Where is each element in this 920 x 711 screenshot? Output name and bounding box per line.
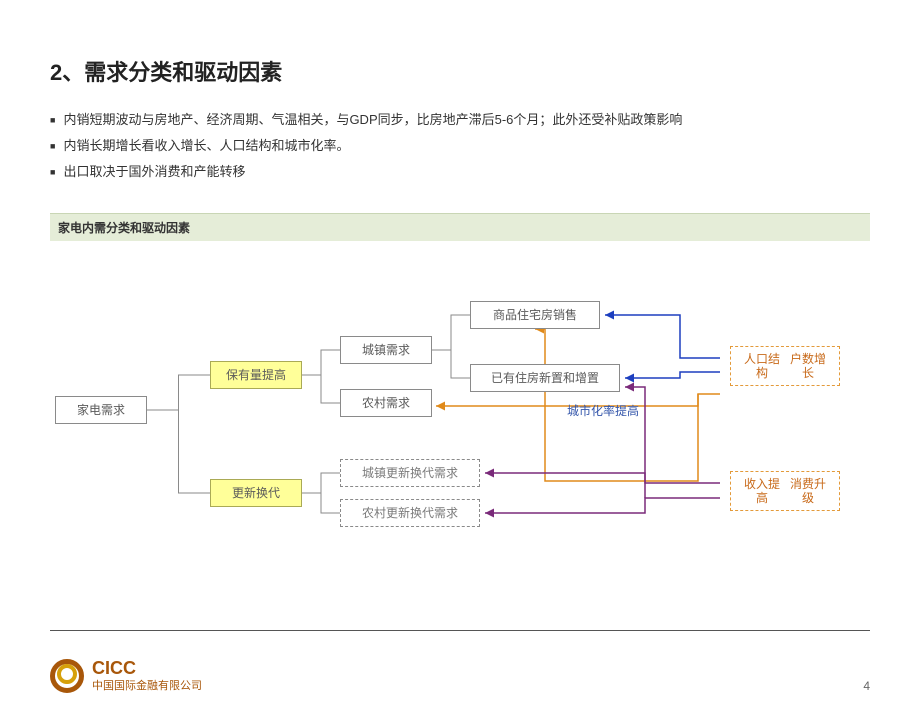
flowchart-node-replace: 更新换代 <box>210 479 302 507</box>
flowchart-node-urb_lbl: 城市化率提高 <box>543 399 663 423</box>
bullet-list: 内销短期波动与房地产、经济周期、气温相关，与GDP同步，比房地产滞后5-6个月；… <box>50 107 870 185</box>
slide-title: 2、需求分类和驱动因素 <box>50 55 870 87</box>
flowchart-node-sale: 商品住宅房销售 <box>470 301 600 329</box>
section-header: 家电内需分类和驱动因素 <box>50 213 870 241</box>
flowchart: 家电需求 保有量提高更新换代 城镇需求农村需求城镇更新换代需求农村更新换代需求 商品住… <box>50 241 870 556</box>
footer: CICC 中国国际金融有限公司 4 <box>50 659 870 693</box>
slide: 2、需求分类和驱动因素 内销短期波动与房地产、经济周期、气温相关，与GDP同步，… <box>0 0 920 711</box>
brand-text: CICC 中国国际金融有限公司 <box>92 659 202 693</box>
flowchart-node-rural: 农村需求 <box>340 389 432 417</box>
flowchart-node-existing: 已有住房新置和增置 <box>470 364 620 392</box>
brand-en: CICC <box>92 659 202 677</box>
title-area: 2、需求分类和驱动因素 内销短期波动与房地产、经济周期、气温相关，与GDP同步，… <box>0 0 920 213</box>
footer-brand: CICC 中国国际金融有限公司 <box>50 659 202 693</box>
flowchart-node-income: 收入提高消费升级 <box>730 471 840 511</box>
page-number: 4 <box>863 679 870 693</box>
flowchart-node-root: 家电需求 <box>55 396 147 424</box>
bullet-item: 内销短期波动与房地产、经济周期、气温相关，与GDP同步，比房地产滞后5-6个月；… <box>50 107 870 133</box>
logo-icon <box>50 659 84 693</box>
flowchart-node-urban: 城镇需求 <box>340 336 432 364</box>
flowchart-node-pop: 人口结构户数增长 <box>730 346 840 386</box>
divider-line <box>50 630 870 631</box>
flowchart-node-rural_r: 农村更新换代需求 <box>340 499 480 527</box>
bullet-item: 内销长期增长看收入增长、人口结构和城市化率。 <box>50 133 870 159</box>
bullet-item: 出口取决于国外消费和产能转移 <box>50 159 870 185</box>
flowchart-node-keep: 保有量提高 <box>210 361 302 389</box>
flowchart-node-urban_r: 城镇更新换代需求 <box>340 459 480 487</box>
brand-cn: 中国国际金融有限公司 <box>92 677 202 693</box>
